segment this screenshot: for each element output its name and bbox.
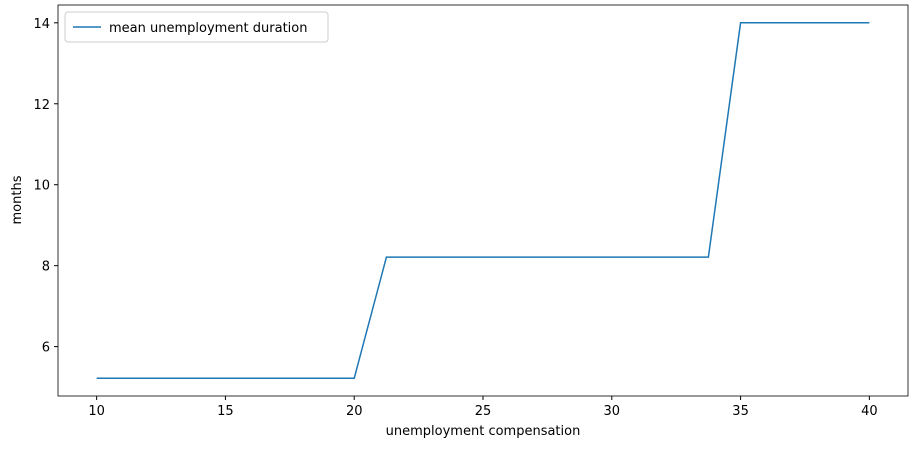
y-tick-label: 8: [42, 260, 50, 275]
y-tick-label: 14: [33, 17, 50, 32]
x-tick-label: 10: [88, 404, 105, 419]
x-tick-label: 30: [604, 404, 621, 419]
x-tick-label: 15: [217, 404, 234, 419]
y-axis-label: months: [10, 175, 25, 224]
legend-label: mean unemployment duration: [109, 21, 308, 36]
x-axis-label: unemployment compensation: [386, 424, 581, 439]
x-tick-label: 35: [732, 404, 749, 419]
y-tick-label: 12: [33, 98, 50, 113]
x-tick-label: 20: [346, 404, 363, 419]
y-tick-label: 10: [33, 179, 50, 194]
y-tick-label: 6: [42, 341, 50, 356]
axes-frame: [57, 4, 909, 397]
line: [96, 22, 870, 379]
x-tick-label: 40: [861, 404, 878, 419]
legend-box: [64, 11, 329, 43]
x-tick-label: 25: [475, 404, 492, 419]
